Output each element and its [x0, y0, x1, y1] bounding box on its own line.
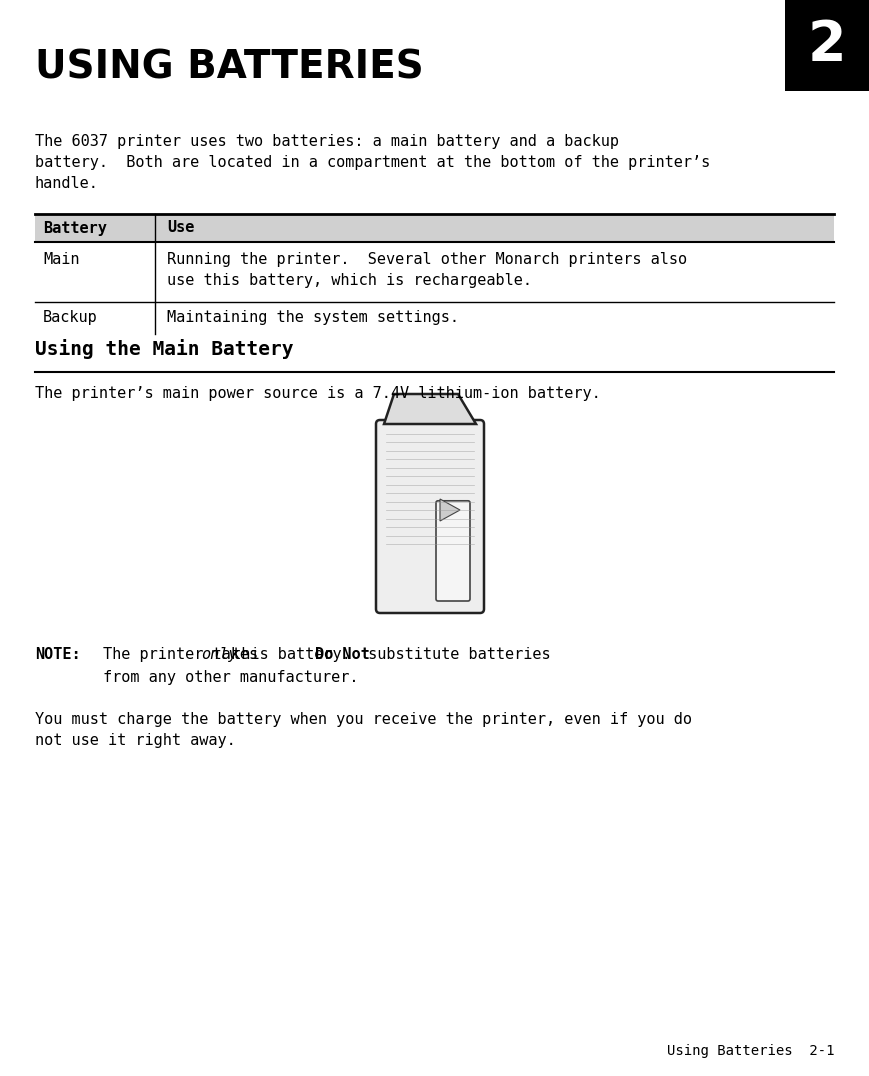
Text: The printer takes: The printer takes — [103, 647, 268, 662]
Text: Use: Use — [167, 221, 195, 236]
Text: Using the Main Battery: Using the Main Battery — [35, 339, 294, 359]
Text: 2: 2 — [807, 18, 846, 72]
Text: substitute batteries: substitute batteries — [359, 647, 551, 662]
Text: Running the printer.  Several other Monarch printers also
use this battery, whic: Running the printer. Several other Monar… — [167, 252, 687, 288]
Polygon shape — [384, 394, 476, 424]
Text: Do Not: Do Not — [315, 647, 369, 662]
Text: Using Batteries  2-1: Using Batteries 2-1 — [667, 1044, 834, 1058]
Text: Maintaining the system settings.: Maintaining the system settings. — [167, 310, 459, 325]
Text: Backup: Backup — [43, 310, 97, 325]
Text: Main: Main — [43, 252, 79, 267]
FancyBboxPatch shape — [376, 420, 484, 613]
FancyBboxPatch shape — [436, 500, 470, 601]
Text: from any other manufacturer.: from any other manufacturer. — [103, 670, 359, 685]
Text: You must charge the battery when you receive the printer, even if you do
not use: You must charge the battery when you rec… — [35, 712, 692, 748]
FancyBboxPatch shape — [35, 214, 834, 242]
Text: only: only — [201, 647, 237, 662]
FancyBboxPatch shape — [785, 0, 869, 91]
Text: NOTE:: NOTE: — [35, 647, 81, 662]
Text: this battery.: this battery. — [223, 647, 369, 662]
Text: The printer’s main power source is a 7.4V lithium-ion battery.: The printer’s main power source is a 7.4… — [35, 386, 600, 401]
Text: Battery: Battery — [43, 221, 107, 236]
Text: USING BATTERIES: USING BATTERIES — [35, 49, 424, 87]
Text: The 6037 printer uses two batteries: a main battery and a backup
battery.  Both : The 6037 printer uses two batteries: a m… — [35, 134, 710, 192]
Polygon shape — [440, 499, 460, 521]
